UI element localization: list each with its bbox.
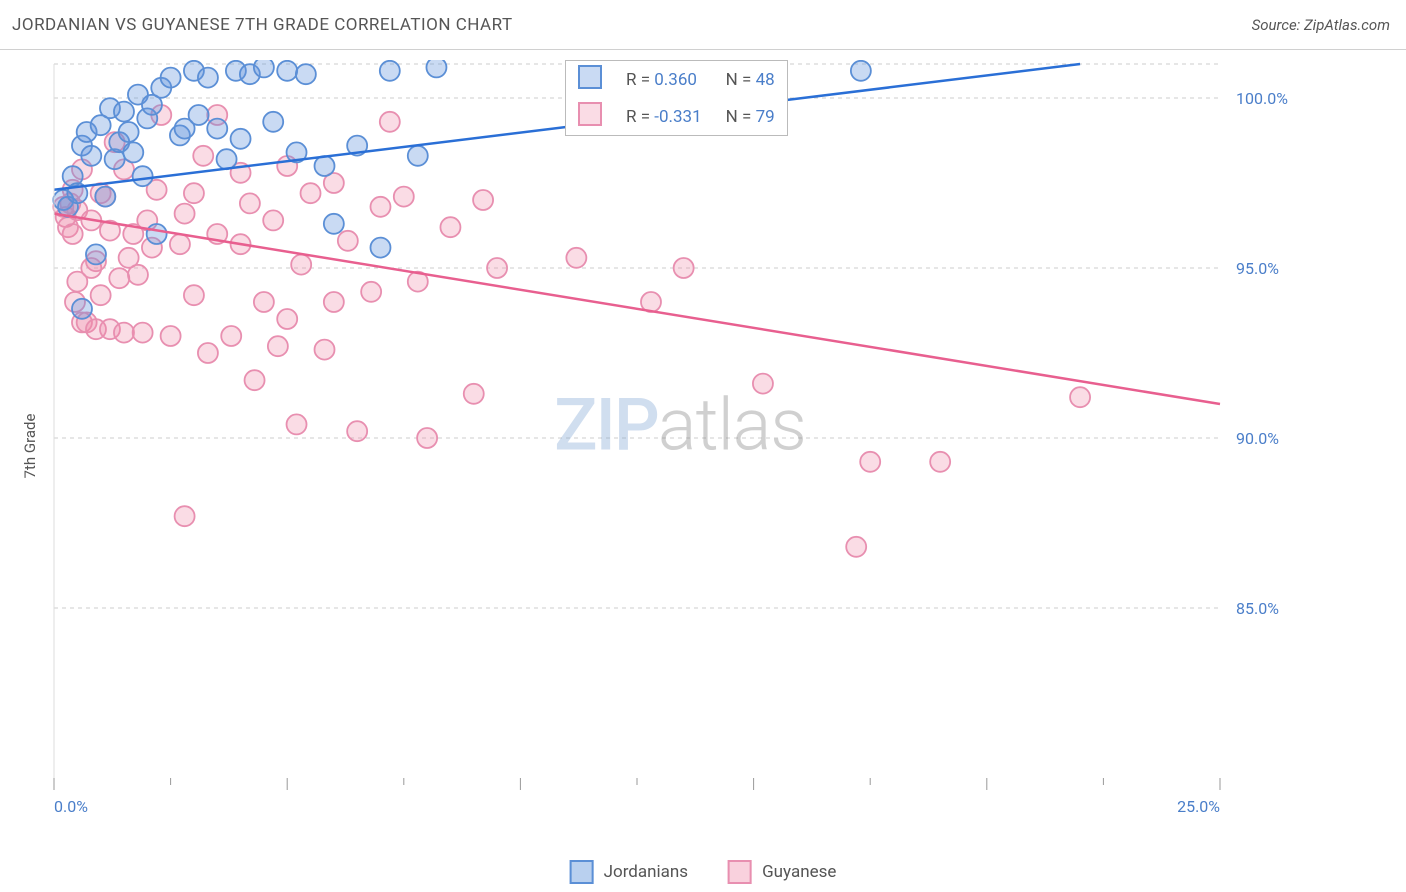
legend-swatch [578, 65, 602, 89]
plot-area: 85.0%90.0%95.0%100.0%0.0%25.0% ZIPatlas [50, 60, 1310, 820]
data-point [426, 60, 446, 77]
data-point [86, 244, 106, 264]
data-point [175, 506, 195, 526]
data-point [198, 68, 218, 88]
data-point [324, 214, 344, 234]
data-point [1070, 387, 1090, 407]
chart-header: JORDANIAN VS GUYANESE 7TH GRADE CORRELAT… [0, 0, 1406, 50]
legend-table: R = 0.360N = 48R = -0.331N = 79 [566, 61, 787, 135]
svg-text:90.0%: 90.0% [1236, 429, 1279, 448]
data-point [175, 204, 195, 224]
data-point [263, 112, 283, 132]
data-point [217, 149, 237, 169]
data-point [277, 309, 297, 329]
data-point [860, 452, 880, 472]
correlation-legend: R = 0.360N = 48R = -0.331N = 79 [565, 60, 788, 136]
data-point [245, 370, 265, 390]
data-point [161, 326, 181, 346]
data-point [109, 268, 129, 288]
data-point [674, 258, 694, 278]
data-point [114, 102, 134, 122]
data-point [338, 231, 358, 251]
data-point [114, 323, 134, 343]
data-point [189, 105, 209, 125]
data-point [380, 112, 400, 132]
data-point [231, 129, 251, 149]
legend-swatch [728, 860, 752, 884]
data-point [254, 292, 274, 312]
data-point [473, 190, 493, 210]
data-point [315, 156, 335, 176]
data-point [408, 146, 428, 166]
data-point [753, 374, 773, 394]
svg-text:0.0%: 0.0% [54, 797, 88, 816]
data-point [930, 452, 950, 472]
legend-label: Jordanians [604, 862, 688, 882]
data-point [221, 326, 241, 346]
data-point [370, 238, 390, 258]
legend-row: R = -0.331N = 79 [566, 98, 787, 135]
svg-text:95.0%: 95.0% [1236, 259, 1279, 278]
data-point [851, 61, 871, 81]
data-point [277, 61, 297, 81]
data-point [63, 224, 83, 244]
data-point [123, 142, 143, 162]
data-point [81, 146, 101, 166]
data-point [846, 537, 866, 557]
chart-source: Source: ZipAtlas.com [1252, 16, 1390, 34]
y-axis-label: 7th Grade [21, 414, 39, 479]
data-point [147, 224, 167, 244]
data-point [347, 421, 367, 441]
data-point [133, 166, 153, 186]
series-legend: Jordanians Guyanese [570, 860, 837, 884]
svg-text:100.0%: 100.0% [1236, 89, 1288, 108]
data-point [464, 384, 484, 404]
data-point [394, 187, 414, 207]
data-point [91, 285, 111, 305]
data-point [95, 187, 115, 207]
data-point [170, 234, 190, 254]
data-point [296, 64, 316, 84]
legend-item: Jordanians [570, 860, 688, 884]
data-point [566, 248, 586, 268]
data-point [417, 428, 437, 448]
chart-title: JORDANIAN VS GUYANESE 7TH GRADE CORRELAT… [12, 15, 513, 35]
svg-text:85.0%: 85.0% [1236, 599, 1279, 618]
data-point [487, 258, 507, 278]
legend-swatch [570, 860, 594, 884]
data-point [128, 265, 148, 285]
legend-row: R = 0.360N = 48 [566, 61, 787, 98]
trend-line [54, 214, 1220, 404]
data-point [193, 146, 213, 166]
data-point [263, 210, 283, 230]
data-point [207, 119, 227, 139]
svg-text:25.0%: 25.0% [1177, 797, 1220, 816]
data-point [184, 285, 204, 305]
data-point [161, 68, 181, 88]
data-point [370, 197, 390, 217]
legend-swatch [578, 102, 602, 126]
data-point [198, 343, 218, 363]
data-point [240, 193, 260, 213]
data-point [361, 282, 381, 302]
data-point [268, 336, 288, 356]
data-point [287, 414, 307, 434]
data-point [440, 217, 460, 237]
scatter-plot-svg: 85.0% 90.0% 95.0% 100.0% 0.0% 25.0% [50, 60, 1310, 820]
data-point [119, 122, 139, 142]
legend-item: Guyanese [728, 860, 836, 884]
data-point [184, 183, 204, 203]
data-point [291, 255, 311, 275]
data-point [315, 340, 335, 360]
data-point [301, 183, 321, 203]
data-point [133, 323, 153, 343]
legend-label: Guyanese [762, 862, 836, 882]
data-point [380, 61, 400, 81]
data-point [324, 292, 344, 312]
data-point [254, 60, 274, 77]
data-point [72, 299, 92, 319]
